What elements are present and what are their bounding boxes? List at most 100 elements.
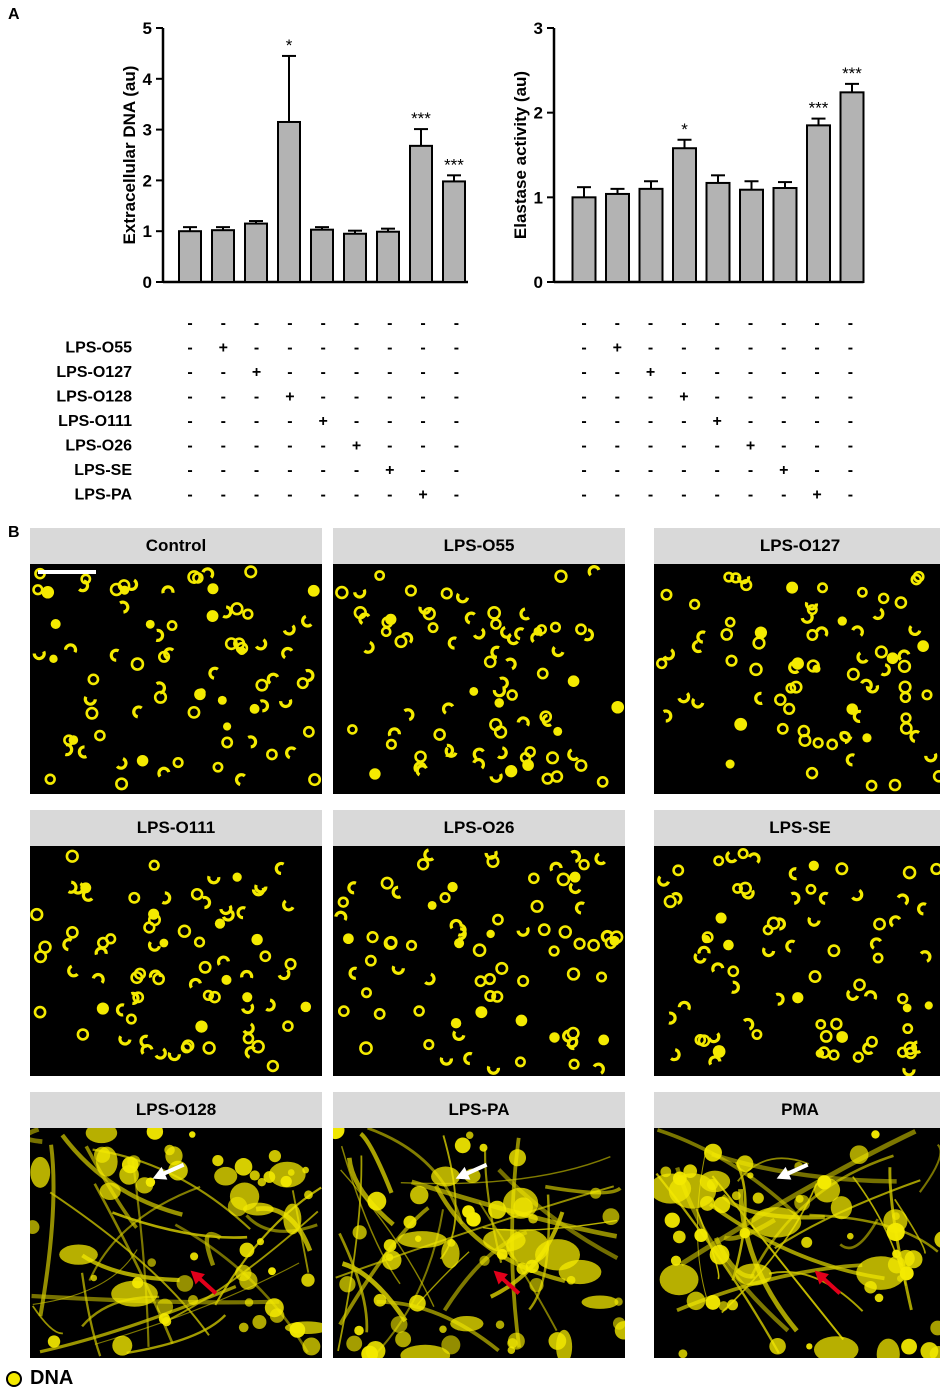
dna-fiber (49, 1191, 210, 1336)
treatment-minus: - (420, 438, 425, 455)
nucleus (691, 639, 703, 654)
nucleus (147, 913, 162, 927)
nucleus (266, 1059, 280, 1073)
nucleus (549, 1032, 560, 1043)
nucleus (738, 881, 752, 895)
nucleus (361, 987, 372, 999)
treatment-minus: - (187, 438, 192, 455)
treatment-minus: - (254, 462, 259, 479)
micrograph-label: Control (30, 528, 322, 564)
nucleus (457, 923, 467, 937)
nucleus (851, 888, 864, 902)
treatment-minus: - (615, 315, 620, 332)
nucleus (454, 1137, 471, 1154)
significance-label: *** (842, 64, 862, 83)
dna-cloud (59, 1244, 98, 1265)
nucleus (188, 977, 202, 989)
nucleus (516, 716, 530, 727)
nucleus (696, 630, 706, 644)
nucleus (227, 1196, 248, 1217)
treatment-row-label: LPS-SE (74, 462, 132, 479)
nucleus (302, 725, 315, 738)
nucleus (896, 893, 910, 906)
nucleus (289, 1322, 306, 1338)
nucleus (166, 620, 178, 631)
nucleus (495, 961, 509, 975)
treatment-minus: - (221, 487, 226, 504)
nucleus (193, 936, 206, 948)
nucleus (896, 1275, 904, 1282)
nucleus (486, 1065, 501, 1075)
treatment-minus: - (648, 315, 653, 332)
nucleus (548, 945, 560, 957)
treatment-minus: - (420, 462, 425, 479)
nucleus (720, 628, 734, 641)
nucleus (67, 880, 78, 894)
nucleus (257, 1177, 267, 1187)
nucleus (499, 676, 509, 690)
nucleus (347, 724, 358, 735)
nucleus (887, 1255, 906, 1274)
nucleus (920, 1342, 939, 1358)
nucleus (280, 1175, 292, 1188)
nucleus (148, 859, 160, 871)
nucleus (754, 691, 763, 705)
dna-fiber (341, 1261, 408, 1323)
nucleus (901, 1338, 917, 1355)
nucleus (554, 569, 568, 583)
nucleus (409, 1294, 426, 1312)
nucleus (736, 1155, 754, 1173)
micrograph-background (654, 564, 940, 794)
nucleus (424, 972, 436, 986)
treatment-minus: - (221, 413, 226, 430)
nucleus (221, 974, 232, 985)
nucleus (282, 1020, 294, 1032)
treatment-minus: - (781, 315, 786, 332)
dna-fiber (38, 1144, 56, 1317)
dna-fiber (497, 1168, 619, 1260)
nucleus (403, 1215, 417, 1229)
nucleus (230, 602, 244, 616)
nucleus (880, 663, 891, 677)
nucleus (590, 1187, 602, 1199)
nucleus (454, 938, 465, 949)
nucleus (119, 600, 130, 614)
nucleus (826, 738, 839, 751)
treatment-minus: - (287, 413, 292, 430)
nucleus (852, 1051, 864, 1063)
treatment-plus: + (779, 462, 788, 479)
treatment-minus: - (781, 487, 786, 504)
nucleus (385, 1253, 394, 1262)
nucleus (239, 1271, 258, 1290)
nucleus (837, 616, 847, 626)
nucleus (541, 772, 554, 785)
nucleus (872, 952, 884, 964)
nucleus (930, 1320, 940, 1336)
nucleus (727, 1299, 738, 1311)
nucleus (201, 895, 212, 910)
nucleus (548, 1332, 567, 1350)
treatment-minus: - (648, 487, 653, 504)
nucleus (583, 628, 594, 642)
nucleus (805, 883, 817, 895)
nucleus (405, 939, 418, 952)
treatment-minus: - (581, 315, 586, 332)
nucleus (391, 965, 405, 975)
nucleus (347, 881, 357, 895)
nucleus (307, 584, 320, 597)
nucleus (730, 572, 742, 584)
nucleus (263, 1171, 276, 1183)
nucleus (897, 659, 912, 674)
treatment-row-label: LPS-O111 (58, 413, 132, 430)
nucleus (934, 1231, 940, 1248)
nucleus (902, 1003, 912, 1013)
nucleus (207, 875, 221, 885)
nucleus (840, 730, 851, 745)
treatment-minus: - (681, 340, 686, 357)
nucleus (238, 1322, 249, 1333)
nucleus (747, 1172, 754, 1179)
bar (310, 228, 334, 283)
micrograph-image (654, 846, 940, 1076)
y-tick-label: 4 (143, 70, 153, 89)
treatment-minus: - (581, 438, 586, 455)
